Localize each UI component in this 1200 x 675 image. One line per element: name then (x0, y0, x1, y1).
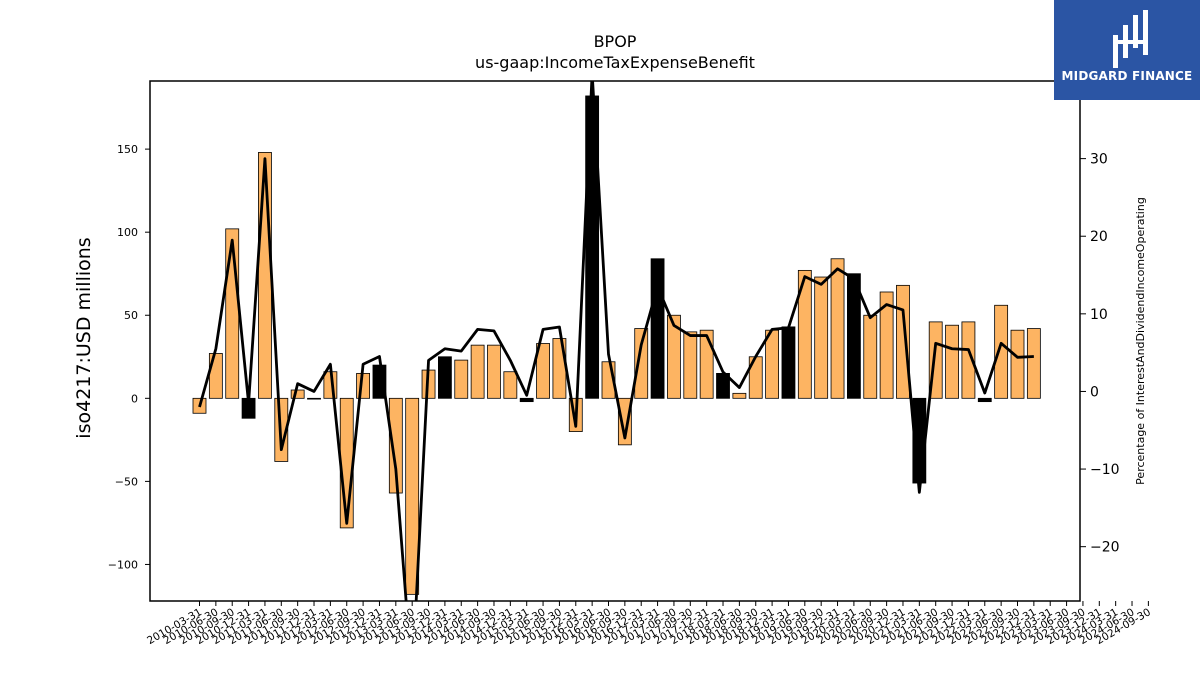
bar (503, 371, 518, 399)
bar (519, 397, 534, 403)
bar (487, 344, 501, 399)
bar (781, 326, 796, 399)
bar (830, 258, 845, 399)
bar (994, 304, 1009, 399)
y-tick-label: 0 (131, 392, 138, 405)
bar (977, 397, 992, 403)
bar (650, 258, 665, 399)
bar (847, 273, 861, 399)
brand-logo: MIDGARD FINANCE (1054, 0, 1200, 100)
y2-tick-label: 20 (1090, 229, 1108, 245)
bar (945, 324, 959, 399)
y-tick-label: −50 (115, 475, 138, 488)
bar (307, 397, 321, 400)
right-axis-ticks: −20 −10 0 10 20 30 (1080, 152, 1120, 556)
y2-axis-label: Percentage of InterestAndDividendIncomeO… (1134, 197, 1147, 485)
midgard-logo-icon (1113, 10, 1148, 68)
bar (634, 328, 649, 399)
bar (699, 329, 714, 399)
bar (536, 343, 550, 399)
x-axis-ticks: 2010-03-312010-06-302010-09-302010-12-31… (145, 601, 1153, 647)
bar-series (192, 95, 1041, 595)
bar (879, 291, 894, 399)
left-axis-ticks: −100 −50 0 50 100 150 (108, 143, 150, 571)
bar (388, 397, 403, 494)
bar (617, 397, 632, 446)
brand-name: MIDGARD FINANCE (1061, 69, 1193, 83)
bar (1026, 328, 1041, 399)
bar (1010, 329, 1025, 399)
bar (258, 152, 272, 399)
bar (405, 397, 420, 595)
y-tick-label: 150 (117, 143, 138, 156)
y2-tick-label: 0 (1090, 384, 1099, 400)
chart-subtitle: us-gaap:IncomeTaxExpenseBenefit (475, 53, 755, 72)
bar (961, 321, 976, 399)
line-series (198, 81, 1034, 601)
bar (290, 389, 305, 399)
bar (667, 314, 681, 399)
y-tick-label: 50 (124, 309, 138, 322)
bar (454, 359, 469, 399)
chart-title: BPOP (593, 32, 637, 51)
bar (896, 284, 910, 399)
bar (814, 276, 829, 399)
y-tick-label: −100 (108, 558, 138, 571)
y2-tick-label: 10 (1090, 307, 1108, 323)
bar (339, 397, 354, 529)
bar (797, 269, 812, 399)
bar (863, 314, 878, 399)
bar (470, 344, 485, 399)
bar (437, 356, 452, 399)
bar (683, 331, 698, 399)
ratio-line (198, 81, 1034, 601)
bar (225, 228, 240, 399)
y2-tick-label: −20 (1090, 540, 1120, 556)
y-axis-label: iso4217:USD millions (73, 237, 95, 438)
y-tick-label: 100 (117, 226, 138, 239)
plot-frame (149, 80, 1081, 602)
y2-tick-label: 30 (1090, 152, 1108, 168)
y2-tick-label: −10 (1090, 462, 1120, 478)
bar (732, 392, 747, 399)
bar (765, 329, 779, 399)
